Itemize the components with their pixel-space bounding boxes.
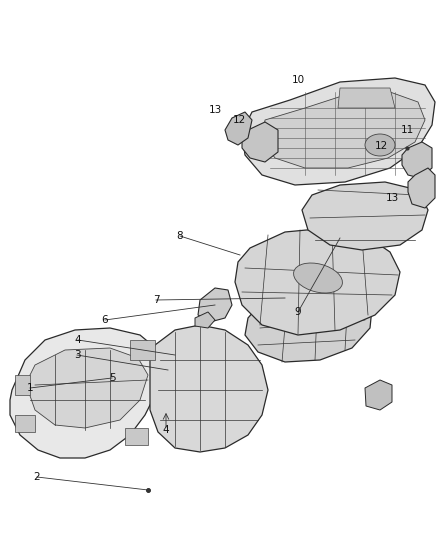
Polygon shape <box>302 182 428 250</box>
Polygon shape <box>262 92 425 168</box>
Ellipse shape <box>365 134 395 156</box>
Text: 3: 3 <box>74 350 80 360</box>
Polygon shape <box>242 78 435 185</box>
Text: 13: 13 <box>385 193 399 203</box>
Polygon shape <box>15 415 35 432</box>
Polygon shape <box>195 312 215 328</box>
Polygon shape <box>365 380 392 410</box>
Text: 5: 5 <box>109 373 115 383</box>
Text: 12: 12 <box>233 115 246 125</box>
Text: 7: 7 <box>153 295 159 305</box>
Text: 13: 13 <box>208 105 222 115</box>
Polygon shape <box>125 428 148 445</box>
Text: 11: 11 <box>400 125 413 135</box>
Polygon shape <box>245 285 372 362</box>
Polygon shape <box>402 142 432 178</box>
Polygon shape <box>198 288 232 322</box>
Text: 6: 6 <box>102 315 108 325</box>
Text: 4: 4 <box>162 425 170 435</box>
Polygon shape <box>28 348 148 428</box>
Polygon shape <box>338 88 395 108</box>
Polygon shape <box>242 122 278 162</box>
Text: 9: 9 <box>295 307 301 317</box>
Text: 8: 8 <box>177 231 184 241</box>
Polygon shape <box>408 168 435 208</box>
Text: 1: 1 <box>27 383 33 393</box>
Polygon shape <box>15 375 30 395</box>
Polygon shape <box>130 340 155 360</box>
Text: 10: 10 <box>291 75 304 85</box>
Polygon shape <box>150 325 268 452</box>
Text: 2: 2 <box>34 472 40 482</box>
Ellipse shape <box>293 263 343 293</box>
Polygon shape <box>10 328 162 458</box>
Polygon shape <box>235 228 400 335</box>
Text: 4: 4 <box>75 335 81 345</box>
Text: 12: 12 <box>374 141 388 151</box>
Polygon shape <box>225 112 252 145</box>
